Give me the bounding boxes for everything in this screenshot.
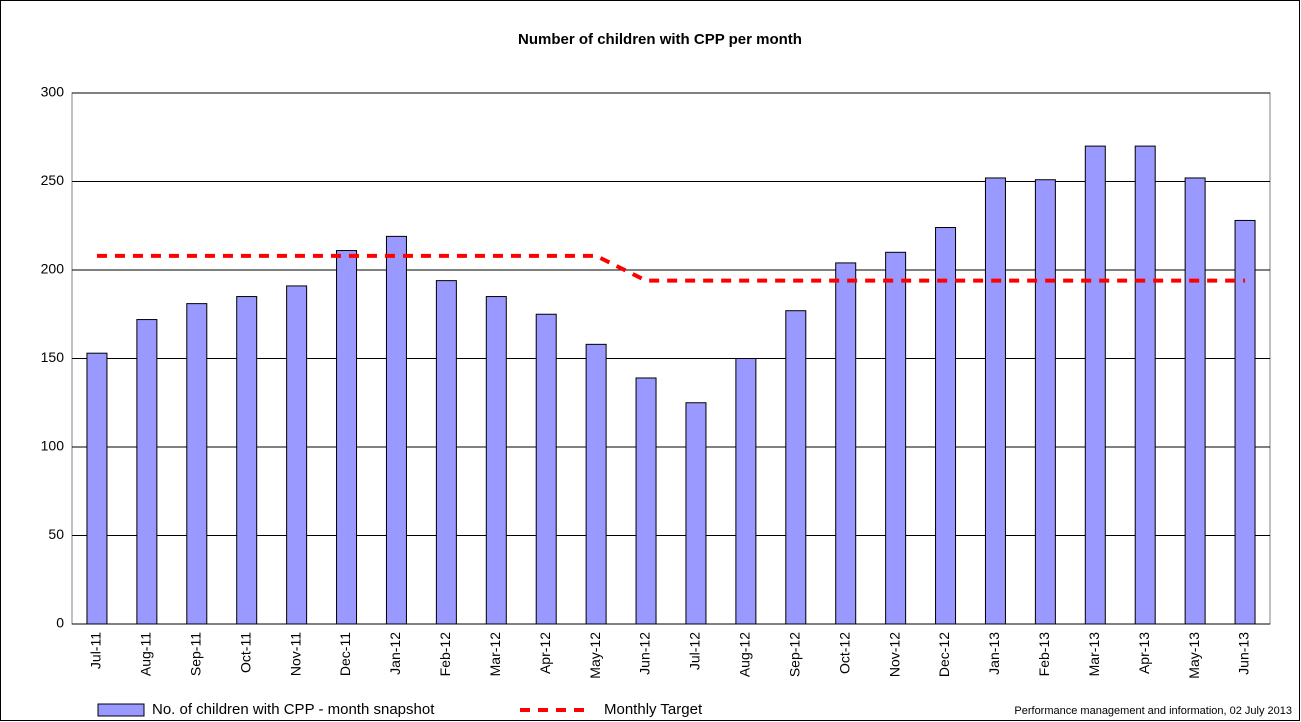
y-tick-label: 100	[41, 438, 65, 454]
y-tick-label: 200	[41, 261, 65, 277]
annotation: Performance management and information, …	[1014, 705, 1292, 717]
x-tick-label: May-13	[1186, 632, 1202, 679]
y-tick-label: 50	[48, 526, 64, 542]
bar	[1034, 179, 1056, 625]
x-tick-label: Apr-12	[537, 632, 553, 674]
x-tick-label: May-12	[587, 632, 603, 679]
x-tick-label: Oct-12	[836, 632, 852, 674]
x-tick-label: Jan-13	[986, 632, 1002, 675]
x-tick-label: Nov-11	[287, 632, 303, 676]
bar	[885, 251, 907, 625]
bar	[186, 303, 208, 625]
bar	[1184, 177, 1206, 625]
bar	[835, 262, 857, 625]
target-line	[96, 253, 1246, 283]
x-tick-label: Jun-13	[1236, 632, 1252, 675]
y-tick-label: 300	[41, 84, 65, 100]
bar	[535, 313, 557, 625]
bar	[935, 227, 957, 625]
bar	[485, 296, 507, 625]
x-tick-label: Jan-12	[387, 632, 403, 675]
legend-swatch	[97, 703, 145, 717]
x-tick-label: Sep-11	[187, 632, 203, 676]
x-tick-label: Nov-12	[886, 632, 902, 677]
y-tick-label: 250	[41, 172, 65, 188]
bar	[635, 377, 657, 625]
bar	[1084, 145, 1106, 625]
x-tick-label: Sep-12	[786, 632, 802, 677]
bar	[236, 296, 258, 625]
bar	[286, 285, 308, 625]
x-tick-label: Feb-13	[1036, 632, 1052, 677]
x-tick-label: Mar-13	[1086, 632, 1102, 677]
legend-label: Monthly Target	[604, 701, 703, 718]
x-tick-label: Oct-11	[237, 632, 253, 673]
bar	[435, 280, 457, 625]
x-tick-label: Aug-12	[737, 632, 753, 677]
x-tick-label: Apr-13	[1136, 632, 1152, 674]
x-tick-label: Jul-11	[88, 632, 104, 669]
x-tick-label: Dec-12	[936, 632, 952, 677]
x-tick-label: Jul-12	[687, 632, 703, 670]
y-tick-label: 0	[56, 615, 64, 631]
x-tick-label: Mar-12	[487, 632, 503, 677]
x-tick-label: Aug-11	[138, 632, 154, 676]
bar	[785, 310, 807, 625]
x-tick-label: Dec-11	[337, 632, 353, 676]
bar	[685, 402, 707, 625]
legend-label: No. of children with CPP - month snapsho…	[152, 701, 435, 718]
x-tick-label: Jun-12	[637, 632, 653, 675]
chart-title: Number of children with CPP per month	[518, 31, 802, 48]
bar	[735, 358, 757, 625]
bar	[385, 235, 407, 625]
bar	[984, 177, 1006, 625]
y-tick-label: 150	[41, 349, 65, 365]
x-tick-label: Feb-12	[437, 632, 453, 677]
bar	[585, 343, 607, 625]
bar	[336, 250, 358, 625]
bar	[86, 352, 108, 625]
bar	[136, 319, 158, 625]
bar	[1234, 219, 1256, 625]
bar	[1134, 145, 1156, 625]
